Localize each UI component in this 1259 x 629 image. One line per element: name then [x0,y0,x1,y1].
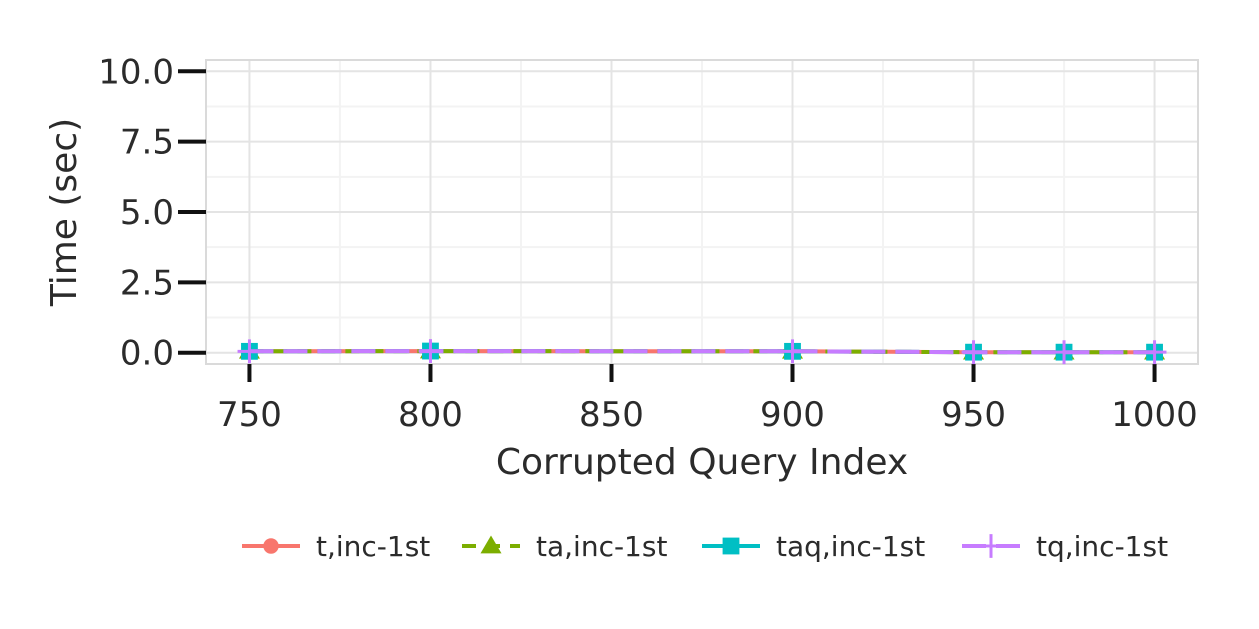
legend-item: ta,inc-1st [462,530,667,563]
y-tick-label: 5.0 [120,193,174,233]
data-point [1142,340,1167,365]
data-point [418,339,443,363]
legend-label: ta,inc-1st [536,530,667,563]
y-tick-label: 0.0 [120,334,174,374]
x-tick-label: 1000 [1111,395,1198,435]
legend-item: t,inc-1st [242,530,430,563]
legend-label: t,inc-1st [316,530,430,563]
legend: t,inc-1st ta,inc-1st taq,inc-1st tq,inc-1st [242,530,1168,563]
legend-label: taq,inc-1st [776,530,925,563]
legend-item: tq,inc-1st [962,530,1168,563]
x-tick-label: 900 [760,395,825,435]
legend-marker [722,537,740,555]
x-axis-title: Corrupted Query Index [496,442,908,483]
x-tick-label: 750 [217,395,282,435]
legend-item: taq,inc-1st [702,530,925,563]
series-line [249,349,1155,355]
y-tick-label: 10.0 [98,52,174,92]
x-tick-label: 950 [941,395,1006,435]
data-point [237,339,262,364]
y-tick-label: 2.5 [120,263,174,303]
legend-marker [979,534,1003,558]
series-group [237,339,1167,365]
x-tick-label: 850 [579,395,644,435]
data-point [780,339,805,364]
legend-marker [263,538,279,554]
x-tick-label: 800 [398,395,463,435]
y-tick-label: 7.5 [120,123,174,163]
legend-marker [480,535,502,554]
y-axis-title: Time (sec) [44,118,85,307]
series-layer [237,339,1167,365]
legend-label: tq,inc-1st [1036,530,1168,563]
data-point [961,340,986,365]
x-axis: 750 800 850 900 950 1000 [217,364,1198,435]
grid [206,60,1198,364]
y-axis: 0.0 2.5 5.0 7.5 10.0 [98,52,206,374]
data-point [1052,340,1076,365]
